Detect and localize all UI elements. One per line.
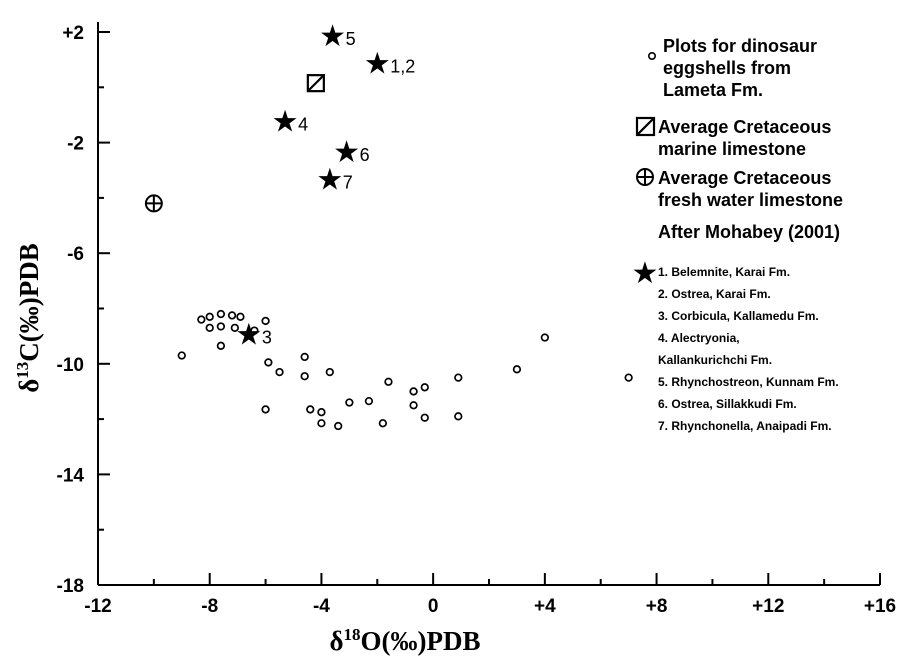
eggshell-series xyxy=(177,309,633,431)
eggshell-point xyxy=(275,367,284,377)
x-tick-label: -4 xyxy=(313,596,330,617)
y-tick-label: +2 xyxy=(62,23,84,44)
legend-star-item: 5. Rhynchostreon, Kunnam Fm. xyxy=(658,375,839,389)
eggshell-point xyxy=(177,351,186,360)
star-point: ★ xyxy=(316,163,343,198)
eggshell-point xyxy=(378,419,388,428)
eggshell-point xyxy=(364,396,374,406)
star-point: ★ xyxy=(333,135,360,170)
y-axis-title: δ13C(‰)PDB xyxy=(13,243,44,393)
legend-marine-line-1: Average Cretaceous xyxy=(658,117,831,137)
eggshell-point xyxy=(227,311,237,320)
eggshell-point xyxy=(300,372,309,381)
star-label: 1,2 xyxy=(390,56,415,76)
legend-star-item: Kallankurichchi Fm. xyxy=(658,353,772,367)
eggshell-point xyxy=(409,387,418,396)
freshwater-limestone-point xyxy=(144,194,163,213)
eggshell-point xyxy=(230,323,240,333)
legend-eggshell-line-3: Lameta Fm. xyxy=(663,80,763,100)
x-tick-label: -8 xyxy=(201,596,218,617)
marine-limestone-point xyxy=(306,74,325,93)
star-label: 3 xyxy=(262,327,272,347)
star-label: 5 xyxy=(346,29,356,49)
eggshell-point xyxy=(345,398,354,407)
legend-star-item: 3. Corbicula, Kallamedu Fm. xyxy=(658,309,819,323)
eggshell-point xyxy=(420,413,429,422)
legend-star-items: 1. Belemnite, Karai Fm. 2. Ostrea, Karai … xyxy=(658,265,839,433)
star-point: ★ xyxy=(235,317,262,352)
y-tick-label: -10 xyxy=(57,355,84,376)
eggshell-point xyxy=(216,341,226,350)
eggshell-point xyxy=(624,373,633,382)
x-axis-title: δ18O(‰)PDB xyxy=(330,625,481,656)
legend-eggshell-line-1: Plots for dinosaur xyxy=(663,36,817,56)
star-point: ★ xyxy=(272,104,299,139)
star-label: 4 xyxy=(298,114,308,134)
eggshell-point xyxy=(205,312,214,321)
eggshell-point xyxy=(261,405,270,414)
legend-star-item: 6. Ostrea, Sillakkudi Fm. xyxy=(658,397,797,411)
eggshell-point xyxy=(317,419,326,428)
eggshell-point xyxy=(264,358,273,367)
legend: Plots for dinosaur eggshells from Lameta… xyxy=(632,36,844,433)
eggshell-point xyxy=(216,309,226,319)
y-tick-label: -6 xyxy=(67,244,84,265)
eggshell-point xyxy=(300,352,309,362)
star-point: ★ xyxy=(319,19,346,54)
legend-star-item: 4. Alectryonia, xyxy=(658,331,740,345)
limestone-points xyxy=(144,74,325,213)
legend-freshwater-marker xyxy=(636,168,654,186)
eggshell-point xyxy=(236,312,245,321)
y-tick-label: -14 xyxy=(57,465,85,486)
y-tick-label: -18 xyxy=(57,576,84,597)
eggshell-point xyxy=(384,377,393,386)
y-tick-labels: -18 -14 -10 -6 -2 +2 xyxy=(57,23,85,597)
x-tick-labels: -12 -8 -4 0 +4 +8 +12 +16 xyxy=(84,596,896,617)
eggshell-point xyxy=(250,326,259,335)
eggshell-point xyxy=(540,333,550,342)
legend-marine-marker xyxy=(635,116,656,137)
x-tick-label: +8 xyxy=(646,596,668,617)
eggshell-point xyxy=(306,405,315,414)
legend-eggshell-marker xyxy=(647,51,656,60)
eggshell-point xyxy=(205,323,214,333)
eggshell-point xyxy=(454,373,463,382)
eggshell-point xyxy=(420,383,429,392)
legend-freshwater-line-2: fresh water limestone xyxy=(658,190,843,210)
x-tick-label: -12 xyxy=(84,596,111,617)
legend-marine-line-2: marine limestone xyxy=(658,139,806,159)
eggshell-point xyxy=(261,316,270,326)
eggshell-point xyxy=(325,367,334,377)
eggshell-point xyxy=(454,412,463,421)
star-point: ★ xyxy=(364,46,391,81)
legend-eggshell-line-2: eggshells from xyxy=(663,58,791,78)
legend-star-item: 1. Belemnite, Karai Fm. xyxy=(658,265,790,279)
legend-star-item: 2. Ostrea, Karai Fm. xyxy=(658,287,771,301)
eggshell-point xyxy=(409,401,418,410)
legend-source: After Mohabey (2001) xyxy=(658,222,840,242)
star-label: 7 xyxy=(343,173,353,193)
eggshell-point xyxy=(512,365,522,374)
legend-star-marker: ★ xyxy=(632,256,659,291)
eggshell-point xyxy=(197,315,206,324)
x-tick-label: +12 xyxy=(752,596,784,617)
y-tick-label: -2 xyxy=(67,134,84,155)
legend-star-item: 7. Rhynchonella, Anaipadi Fm. xyxy=(658,419,832,433)
legend-freshwater-line-1: Average Cretaceous xyxy=(658,168,831,188)
eggshell-point xyxy=(334,421,343,431)
plot-frame xyxy=(97,22,880,586)
star-series: ★ 5★ 1,2★ 4★ 6★ 7★ 3 xyxy=(235,19,415,353)
x-tick-label: 0 xyxy=(428,596,439,617)
x-tick-label: +16 xyxy=(864,596,896,617)
eggshell-point xyxy=(317,408,326,417)
x-tick-label: +4 xyxy=(534,596,556,617)
eggshell-point xyxy=(216,322,226,331)
star-label: 6 xyxy=(360,145,370,165)
axis-ticks xyxy=(97,31,881,586)
